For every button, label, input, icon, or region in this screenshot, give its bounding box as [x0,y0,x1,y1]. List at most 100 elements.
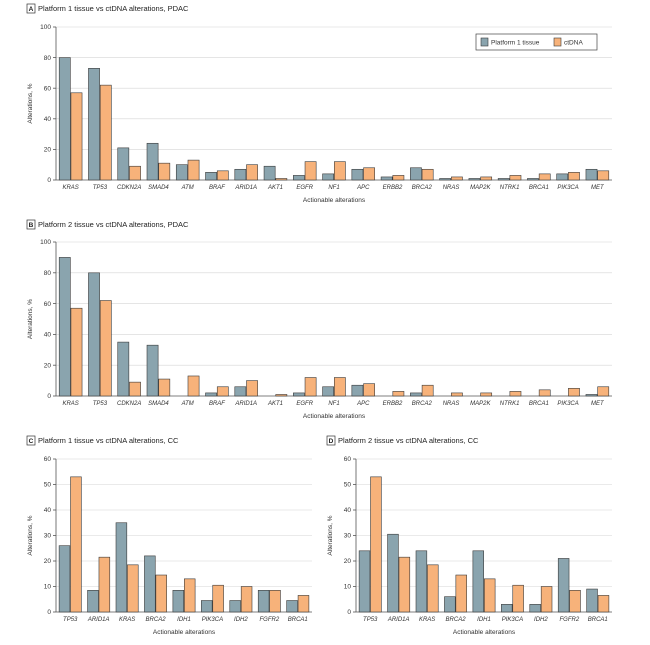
bar-tissue [175,164,188,181]
bar-tissue [293,392,305,397]
x-tick-label: PIK3CA [557,185,578,191]
bar-ctdna [451,392,463,397]
bar-tissue [410,167,422,181]
x-tick-label: ARID1A [387,617,410,623]
bar-ctdna [246,380,258,397]
x-tick-label: ERBB2 [383,401,403,407]
bar-ctdna [187,375,200,397]
y-tick-label: 60 [44,85,52,92]
bar-tissue [322,386,334,397]
bar-ctdna [398,556,411,613]
panel-letter: A [29,6,34,13]
bar-ctdna [597,170,610,181]
bar-tissue [257,590,270,613]
x-tick-label: IDH2 [534,617,548,623]
bar-ctdna [240,586,253,613]
legend: Platform 1 tissue ctDNA [475,33,598,51]
bar-tissue [117,147,130,181]
panel-badge [26,3,36,14]
bar-ctdna [597,386,610,397]
bar-tissue [472,550,485,613]
x-tick-label: ATM [181,401,194,407]
x-tick-label: TP53 [363,617,378,623]
x-tick-label: ARID1A [87,617,110,623]
bar-tissue [439,178,452,181]
bar-ctdna [158,378,171,397]
bar-ctdna [509,175,522,181]
bar-tissue [380,176,393,181]
bar-tissue [556,173,569,181]
x-tick-label: APC [356,185,370,191]
bar-ctdna [480,176,493,181]
x-tick-label: KRAS [62,401,78,407]
bar-ctdna [333,377,346,397]
bar-ctdna [304,377,317,397]
x-tick-label: CDKN2A [117,401,141,407]
y-tick-label: 20 [44,147,52,154]
x-tick-label: NTRK1 [500,185,520,191]
y-tick-label: 0 [47,177,51,184]
bar-tissue [263,165,276,181]
bar-ctdna [216,386,229,397]
x-tick-label: BRCA2 [146,617,167,623]
y-tick-label: 60 [44,301,52,308]
bar-ctdna [246,164,258,181]
bar-tissue [527,178,539,181]
bar-ctdna [275,394,288,397]
x-tick-label: BRAF [209,401,225,407]
y-tick-label: 0 [47,393,51,400]
y-tick-label: 80 [44,270,52,277]
y-tick-label: 60 [344,456,352,463]
bar-tissue [58,57,71,181]
bar-tissue [201,600,213,613]
bar-tissue [87,590,99,613]
bar-ctdna [98,556,111,613]
bar-tissue [468,178,481,181]
y-axis-label: Alterations, % [27,515,34,555]
bar-tissue [58,257,71,397]
bar-ctdna [269,590,281,613]
y-tick-label: 30 [44,533,52,540]
bar-ctdna [99,84,112,181]
x-tick-label: ARID1A [234,185,257,191]
x-tick-label: KRAS [62,185,78,191]
legend-box [475,33,598,51]
panel-letter: B [29,222,34,229]
x-tick-label: PIK3CA [502,617,523,623]
legend-label-tissue: Platform 1 tissue [491,40,540,47]
y-tick-label: 40 [44,116,52,123]
y-tick-label: 100 [40,24,51,31]
bar-tissue [229,600,241,613]
bar-ctdna [363,167,375,181]
y-axis-label: Alterations, % [27,299,34,339]
bar-ctdna [569,590,581,613]
bar-ctdna [568,172,580,181]
bar-ctdna [512,584,524,613]
bar-tissue [497,178,510,181]
y-tick-label: 20 [44,362,52,369]
bar-tissue [529,604,541,613]
x-tick-label: SMAD4 [148,401,169,407]
panel-letter: D [329,438,334,445]
bar-tissue [234,168,247,181]
bar-ctdna [184,578,196,613]
x-tick-label: ARID1A [234,401,257,407]
bar-tissue [586,588,598,613]
x-tick-label: CDKN2A [117,185,141,191]
chart-title: Platform 1 tissue vs ctDNA alterations, … [38,436,179,445]
x-tick-label: IDH2 [234,617,248,623]
x-tick-label: EGFR [296,185,313,191]
bar-ctdna [421,384,434,397]
y-tick-label: 40 [344,507,352,514]
x-axis-label: Actionable alterations [453,629,516,636]
bar-tissue [585,168,598,181]
bar-tissue [144,555,156,613]
x-tick-label: MET [591,185,605,191]
y-tick-label: 50 [44,482,52,489]
bar-ctdna [455,574,467,613]
chart-title: Platform 2 tissue vs ctDNA alterations, … [38,220,189,229]
panel-badge [326,435,336,446]
y-tick-label: 30 [344,533,352,540]
y-tick-label: 10 [44,584,52,591]
bar-tissue [322,173,334,181]
